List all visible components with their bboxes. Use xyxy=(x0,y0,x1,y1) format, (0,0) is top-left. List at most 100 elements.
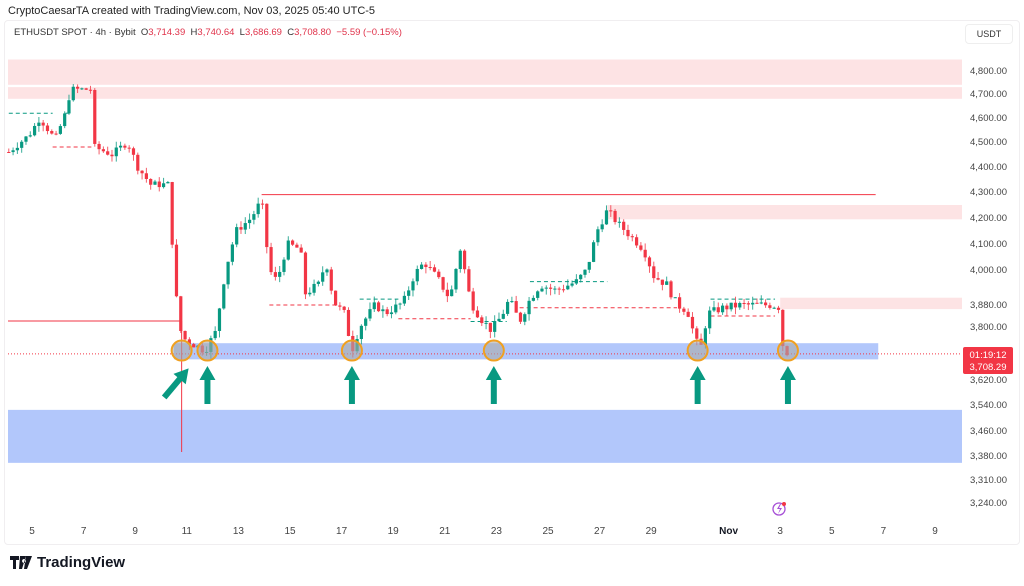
candle-body xyxy=(97,143,101,150)
price-tag-countdown: 01:19:12 xyxy=(970,350,1007,361)
candle-body xyxy=(123,145,127,148)
candle-body xyxy=(140,170,144,174)
x-tick-label: Nov xyxy=(719,526,738,537)
open-label: O xyxy=(140,27,149,38)
candle-body xyxy=(226,261,230,285)
support-touch-circle xyxy=(340,339,363,362)
candle-body xyxy=(536,291,540,298)
support-touch-circle xyxy=(170,339,193,362)
demand-zone[interactable] xyxy=(8,409,962,463)
candle-body xyxy=(626,229,630,237)
candle-body xyxy=(230,244,234,262)
candle-body xyxy=(690,316,695,329)
candle-body xyxy=(342,306,346,310)
candle-body xyxy=(548,287,553,289)
y-tick-label: 3,460.00 xyxy=(970,426,1007,437)
candle-body xyxy=(278,271,282,277)
y-tick-label: 3,620.00 xyxy=(970,375,1007,386)
low-value: 3,686.69 xyxy=(244,27,282,38)
candle-body xyxy=(299,247,303,253)
close-value: 3,708.80 xyxy=(294,27,332,38)
demand-zone[interactable] xyxy=(173,343,879,360)
candle-body xyxy=(742,302,746,304)
supply-zone[interactable] xyxy=(8,87,962,99)
candle-body xyxy=(222,284,226,309)
candle-body xyxy=(114,147,118,157)
candle-body xyxy=(514,301,518,313)
candle-body xyxy=(467,269,471,292)
x-tick-label: 7 xyxy=(881,526,887,537)
candle-body xyxy=(712,307,716,311)
x-tick-label: 9 xyxy=(132,526,138,537)
candle-body xyxy=(570,283,574,286)
candle-body xyxy=(7,152,11,153)
candle-body xyxy=(613,210,617,223)
up-arrow-icon xyxy=(689,366,706,404)
x-tick-label: 19 xyxy=(388,526,400,537)
candle-body xyxy=(682,308,686,312)
candle-body xyxy=(41,122,45,126)
up-arrow-icon xyxy=(161,368,189,400)
y-tick-label: 4,100.00 xyxy=(970,239,1007,250)
x-tick-label: 25 xyxy=(542,526,554,537)
candle-body xyxy=(183,330,187,340)
candle-body xyxy=(652,266,656,279)
candle-body xyxy=(540,288,544,292)
x-tick-label: 3 xyxy=(777,526,783,537)
candle-body xyxy=(385,309,389,315)
price-tag xyxy=(963,347,1013,374)
candle-body xyxy=(179,296,183,331)
up-arrow-icon xyxy=(485,366,502,404)
symbol-label[interactable]: ETHUSDT SPOT · 4h · Bybit xyxy=(14,27,136,38)
candle-body xyxy=(45,125,50,132)
currency-button[interactable]: USDT xyxy=(965,24,1013,44)
candle-body xyxy=(106,151,110,155)
candle-body xyxy=(58,126,62,134)
candle-body xyxy=(729,302,733,310)
candle-body xyxy=(574,279,578,284)
x-tick-label: 29 xyxy=(646,526,658,537)
candle-body xyxy=(170,182,174,245)
candle-body xyxy=(561,289,566,291)
tradingview-logo[interactable]: TradingView xyxy=(10,554,125,571)
candle-body xyxy=(639,245,643,250)
candle-body xyxy=(269,247,273,273)
close-label: C xyxy=(287,27,295,38)
candle-body xyxy=(488,322,492,332)
candle-body xyxy=(475,310,480,318)
candle-body xyxy=(462,250,467,270)
candle-body xyxy=(256,203,260,215)
supply-zone[interactable] xyxy=(8,59,962,85)
candle-body xyxy=(213,330,217,339)
candle-body xyxy=(286,240,290,260)
candle-body xyxy=(192,344,196,348)
x-tick-label: 7 xyxy=(81,526,87,537)
support-touch-circle xyxy=(196,339,219,362)
candle-body xyxy=(424,264,428,268)
candle-body xyxy=(290,240,295,245)
y-tick-label: 4,400.00 xyxy=(970,162,1007,173)
candle-body xyxy=(308,292,312,295)
y-tick-label: 3,800.00 xyxy=(970,322,1007,333)
x-tick-label: 11 xyxy=(182,526,193,537)
candle-body xyxy=(376,302,381,312)
supply-zone[interactable] xyxy=(607,205,962,220)
supply-zone[interactable] xyxy=(780,297,962,310)
candle-body xyxy=(282,259,286,272)
y-tick-label: 4,700.00 xyxy=(970,89,1007,100)
candle-body xyxy=(110,154,114,157)
candle-body xyxy=(312,283,316,293)
candle-body xyxy=(591,242,596,262)
candle-body xyxy=(763,302,768,306)
candle-body xyxy=(527,300,531,315)
candle-body xyxy=(776,307,781,310)
candle-body xyxy=(493,321,497,332)
candle-body xyxy=(587,261,591,270)
y-tick-label: 4,800.00 xyxy=(970,66,1007,77)
candle-body xyxy=(144,173,148,179)
candle-body xyxy=(677,297,682,309)
candle-body xyxy=(346,309,351,336)
candle-body xyxy=(166,182,170,184)
x-tick-label: 15 xyxy=(284,526,296,537)
